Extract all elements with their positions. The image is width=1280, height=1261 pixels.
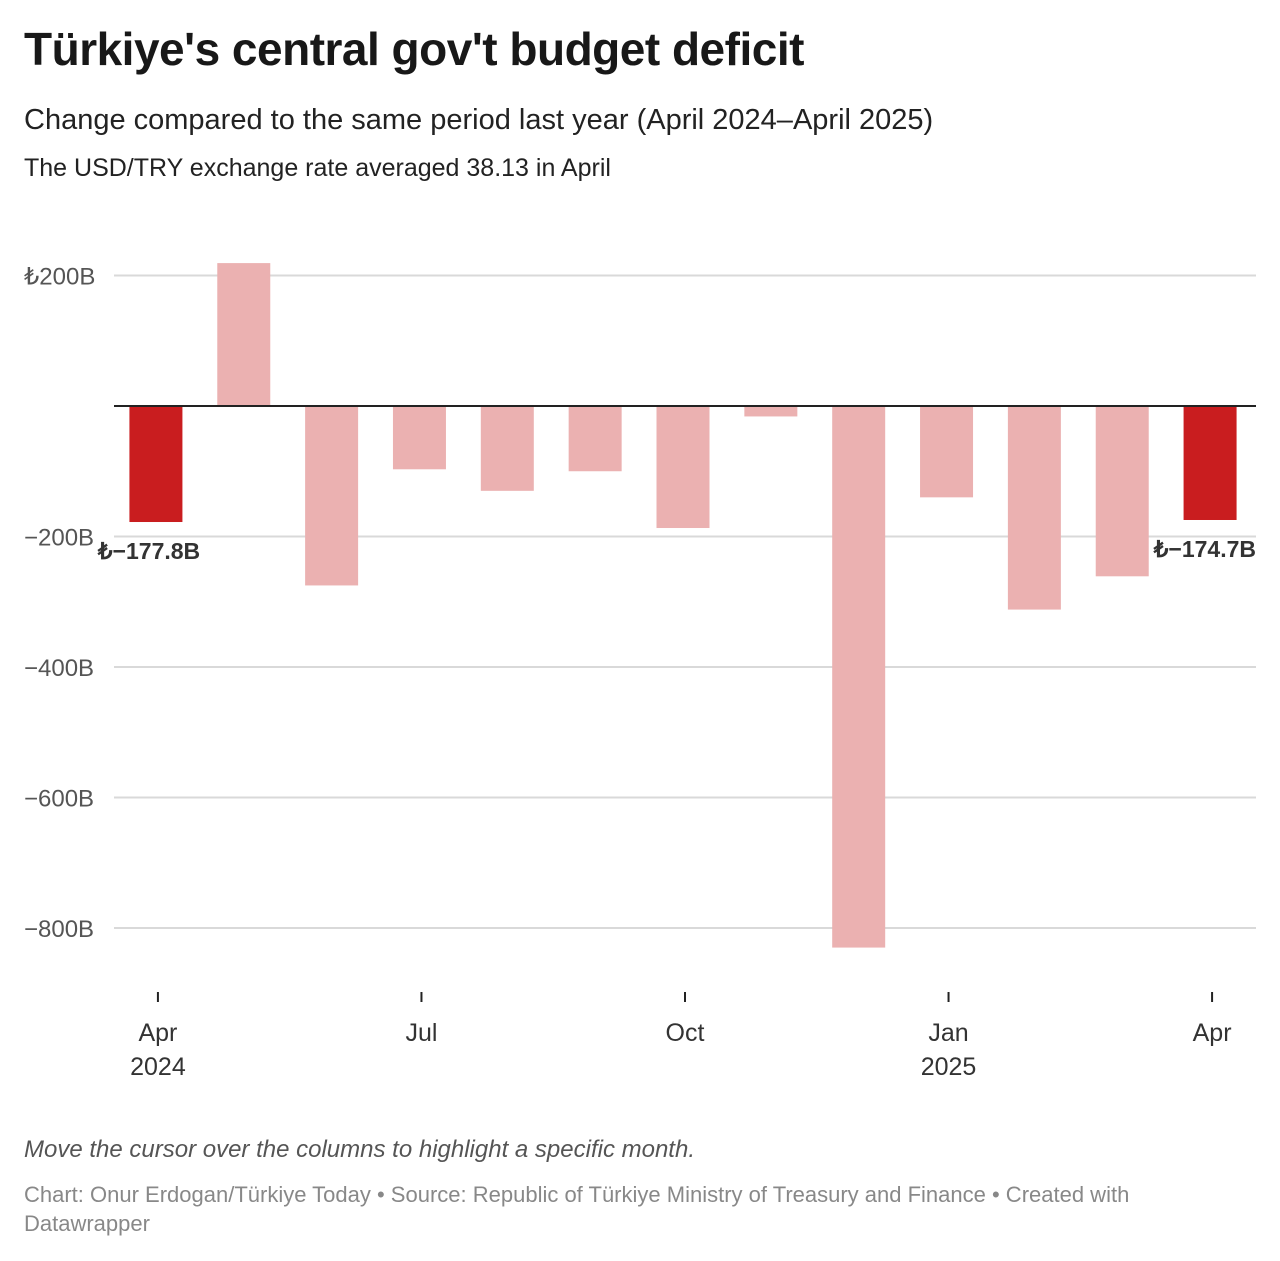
- bar-nov-2024[interactable]: [744, 406, 798, 417]
- x-tick-year: 2024: [130, 1053, 186, 1081]
- y-tick-label: −400B: [24, 655, 94, 682]
- y-tick-label: −800B: [24, 916, 94, 943]
- value-labels: ₺−177.8B ₺−174.7B: [97, 536, 1256, 564]
- bar-jul-2024[interactable]: [392, 406, 446, 470]
- y-axis: ₺200B −200B −400B −600B −800B: [24, 264, 95, 944]
- chart-subtitle: Change compared to the same period last …: [24, 104, 934, 136]
- x-axis: Apr 2024 Jul Oct Jan 2025 Apr: [130, 992, 1232, 1081]
- x-tick-year: 2025: [921, 1053, 977, 1081]
- chart-note: The USD/TRY exchange rate averaged 38.13…: [24, 154, 611, 182]
- bar-mar-2025[interactable]: [1095, 406, 1149, 577]
- bar-apr-2025[interactable]: [1183, 406, 1237, 520]
- bar-apr-2024[interactable]: [129, 406, 183, 523]
- bar-feb-2025[interactable]: [1007, 406, 1061, 610]
- credits: Chart: Onur Erdogan/Türkiye Today • Sour…: [24, 1182, 1130, 1236]
- y-tick-label: −200B: [24, 525, 94, 552]
- bar-chart: ₺200B −200B −400B −600B −800B ₺−177.8B ₺−174.…: [24, 263, 1256, 1081]
- bar-oct-2024[interactable]: [656, 406, 710, 529]
- x-tick-label: Jan: [928, 1019, 968, 1047]
- bar-aug-2024[interactable]: [480, 406, 534, 491]
- x-tick-label: Apr: [1193, 1019, 1232, 1047]
- bar-jun-2024[interactable]: [305, 406, 359, 586]
- y-tick-label: ₺200B: [24, 264, 95, 291]
- hover-hint: Move the cursor over the columns to high…: [24, 1136, 695, 1163]
- bar-may-2024[interactable]: [217, 263, 271, 406]
- bar-dec-2024[interactable]: [832, 406, 886, 948]
- x-tick-label: Oct: [666, 1019, 705, 1047]
- bar-sep-2024[interactable]: [568, 406, 622, 472]
- x-tick-label: Apr: [138, 1019, 177, 1047]
- chart-title: Türkiye's central gov't budget deficit: [24, 23, 804, 75]
- x-tick-label: Jul: [405, 1019, 437, 1047]
- y-tick-label: −600B: [24, 786, 94, 813]
- bar-jan-2025[interactable]: [920, 406, 974, 498]
- value-label: ₺−177.8B: [97, 538, 200, 564]
- gridlines: [114, 274, 1256, 929]
- value-label: ₺−174.7B: [1153, 536, 1256, 562]
- bars: [129, 263, 1237, 948]
